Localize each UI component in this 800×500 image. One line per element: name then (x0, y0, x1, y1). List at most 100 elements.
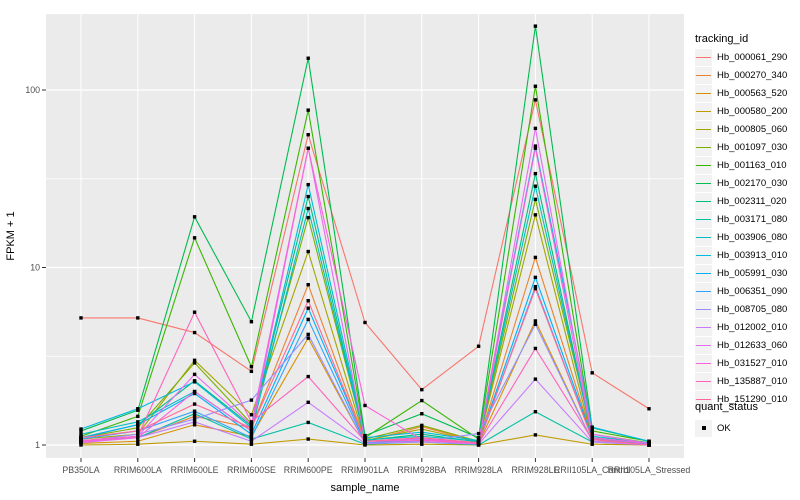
legend-item-label: Hb_006351_090 (717, 285, 788, 297)
legend-item-label: Hb_003171_080 (717, 213, 788, 225)
legend-item-label: Hb_012002_010 (717, 321, 788, 333)
legend-item-label: Hb_151290_010 (717, 393, 788, 405)
data-point (533, 433, 538, 437)
data-point (363, 433, 367, 438)
legend-item-ok: OK (695, 419, 731, 437)
data-point (363, 403, 367, 408)
line-swatch-icon (695, 282, 712, 300)
data-point (533, 255, 538, 260)
data-point (533, 24, 538, 28)
data-point (192, 391, 197, 396)
data-point (306, 400, 310, 405)
data-point (590, 442, 594, 446)
legend-item-label: Hb_000805_060 (717, 123, 788, 135)
data-point (420, 430, 424, 434)
data-point (533, 184, 538, 188)
legend-item-label: Hb_012633_060 (717, 339, 788, 351)
data-point (533, 84, 538, 88)
data-point (590, 437, 594, 441)
legend-item-label: Hb_135887_010 (717, 375, 788, 387)
data-point (647, 439, 651, 443)
data-point (306, 132, 310, 137)
data-point (306, 317, 310, 322)
data-point (192, 409, 197, 413)
data-point (136, 426, 140, 430)
legend-item-label: Hb_008705_080 (717, 303, 788, 315)
data-point (533, 410, 538, 414)
data-point (590, 371, 594, 375)
data-point (192, 420, 197, 424)
data-point (590, 429, 594, 433)
data-point (136, 407, 140, 411)
legend-title-quant-status: quant_status (695, 401, 758, 413)
legend-item-Hb_008705_080: Hb_008705_080 (695, 300, 787, 318)
legend-item-Hb_001097_030: Hb_001097_030 (695, 138, 787, 156)
line-swatch-icon (695, 84, 712, 102)
legend-title-tracking-id: tracking_id (695, 33, 749, 45)
data-point (192, 439, 197, 443)
data-point (79, 432, 83, 436)
data-point (249, 398, 254, 402)
data-point (363, 435, 367, 440)
legend-item-label: Hb_000270_340 (717, 69, 788, 81)
line-swatch-icon (695, 372, 712, 390)
legend-item-label: Hb_001097_030 (717, 141, 788, 153)
x-tick-label: RRIM600SE (227, 465, 276, 475)
data-point (533, 275, 538, 280)
data-point (192, 412, 197, 416)
data-point (192, 361, 197, 365)
data-point (590, 432, 594, 436)
data-point (136, 423, 140, 427)
legend-item-Hb_000563_520: Hb_000563_520 (695, 84, 787, 102)
data-point (79, 427, 83, 431)
data-point (590, 440, 594, 444)
data-point (306, 306, 310, 310)
data-point (249, 413, 254, 417)
y-axis-title: FPKM + 1 (5, 211, 17, 260)
legend-item-Hb_003913_010: Hb_003913_010 (695, 246, 787, 264)
data-point (476, 344, 481, 348)
data-point (249, 439, 254, 443)
x-tick-label: PB350LA (62, 465, 99, 475)
x-tick-label: RRIM600LA (114, 465, 162, 475)
data-point (306, 206, 310, 211)
data-point (647, 443, 651, 447)
line-swatch-icon (695, 390, 712, 408)
data-point (249, 365, 254, 369)
data-point (533, 377, 538, 381)
data-point (249, 435, 254, 440)
data-point (647, 407, 651, 411)
legend-item-label: Hb_002311_020 (717, 195, 787, 207)
line-swatch-icon (695, 48, 712, 66)
legend-item-Hb_003906_080: Hb_003906_080 (695, 228, 787, 246)
data-point (306, 420, 310, 425)
data-point (533, 126, 538, 131)
data-point (306, 56, 310, 60)
data-point (249, 426, 254, 430)
line-swatch-icon (695, 138, 712, 156)
legend-item-Hb_135887_010: Hb_135887_010 (695, 372, 787, 390)
y-tick-label: 100 (25, 85, 40, 95)
data-point (79, 438, 83, 443)
data-point (306, 332, 310, 337)
data-point (533, 146, 538, 150)
data-point (192, 423, 197, 427)
data-point (192, 236, 197, 240)
data-point (192, 372, 197, 377)
data-point (533, 322, 538, 326)
data-point (420, 442, 424, 446)
data-point (363, 439, 367, 443)
legend-item-Hb_031527_010: Hb_031527_010 (695, 354, 787, 372)
data-point (420, 412, 424, 416)
data-point (533, 197, 538, 202)
data-point (420, 438, 424, 443)
line-swatch-icon (695, 120, 712, 138)
data-point (306, 336, 310, 340)
data-point (420, 387, 424, 392)
data-point (533, 171, 538, 176)
legend-item-Hb_012633_060: Hb_012633_060 (695, 336, 787, 354)
data-point (306, 215, 310, 220)
legend-item-label: Hb_000061_290 (717, 51, 788, 63)
data-point (363, 441, 367, 446)
